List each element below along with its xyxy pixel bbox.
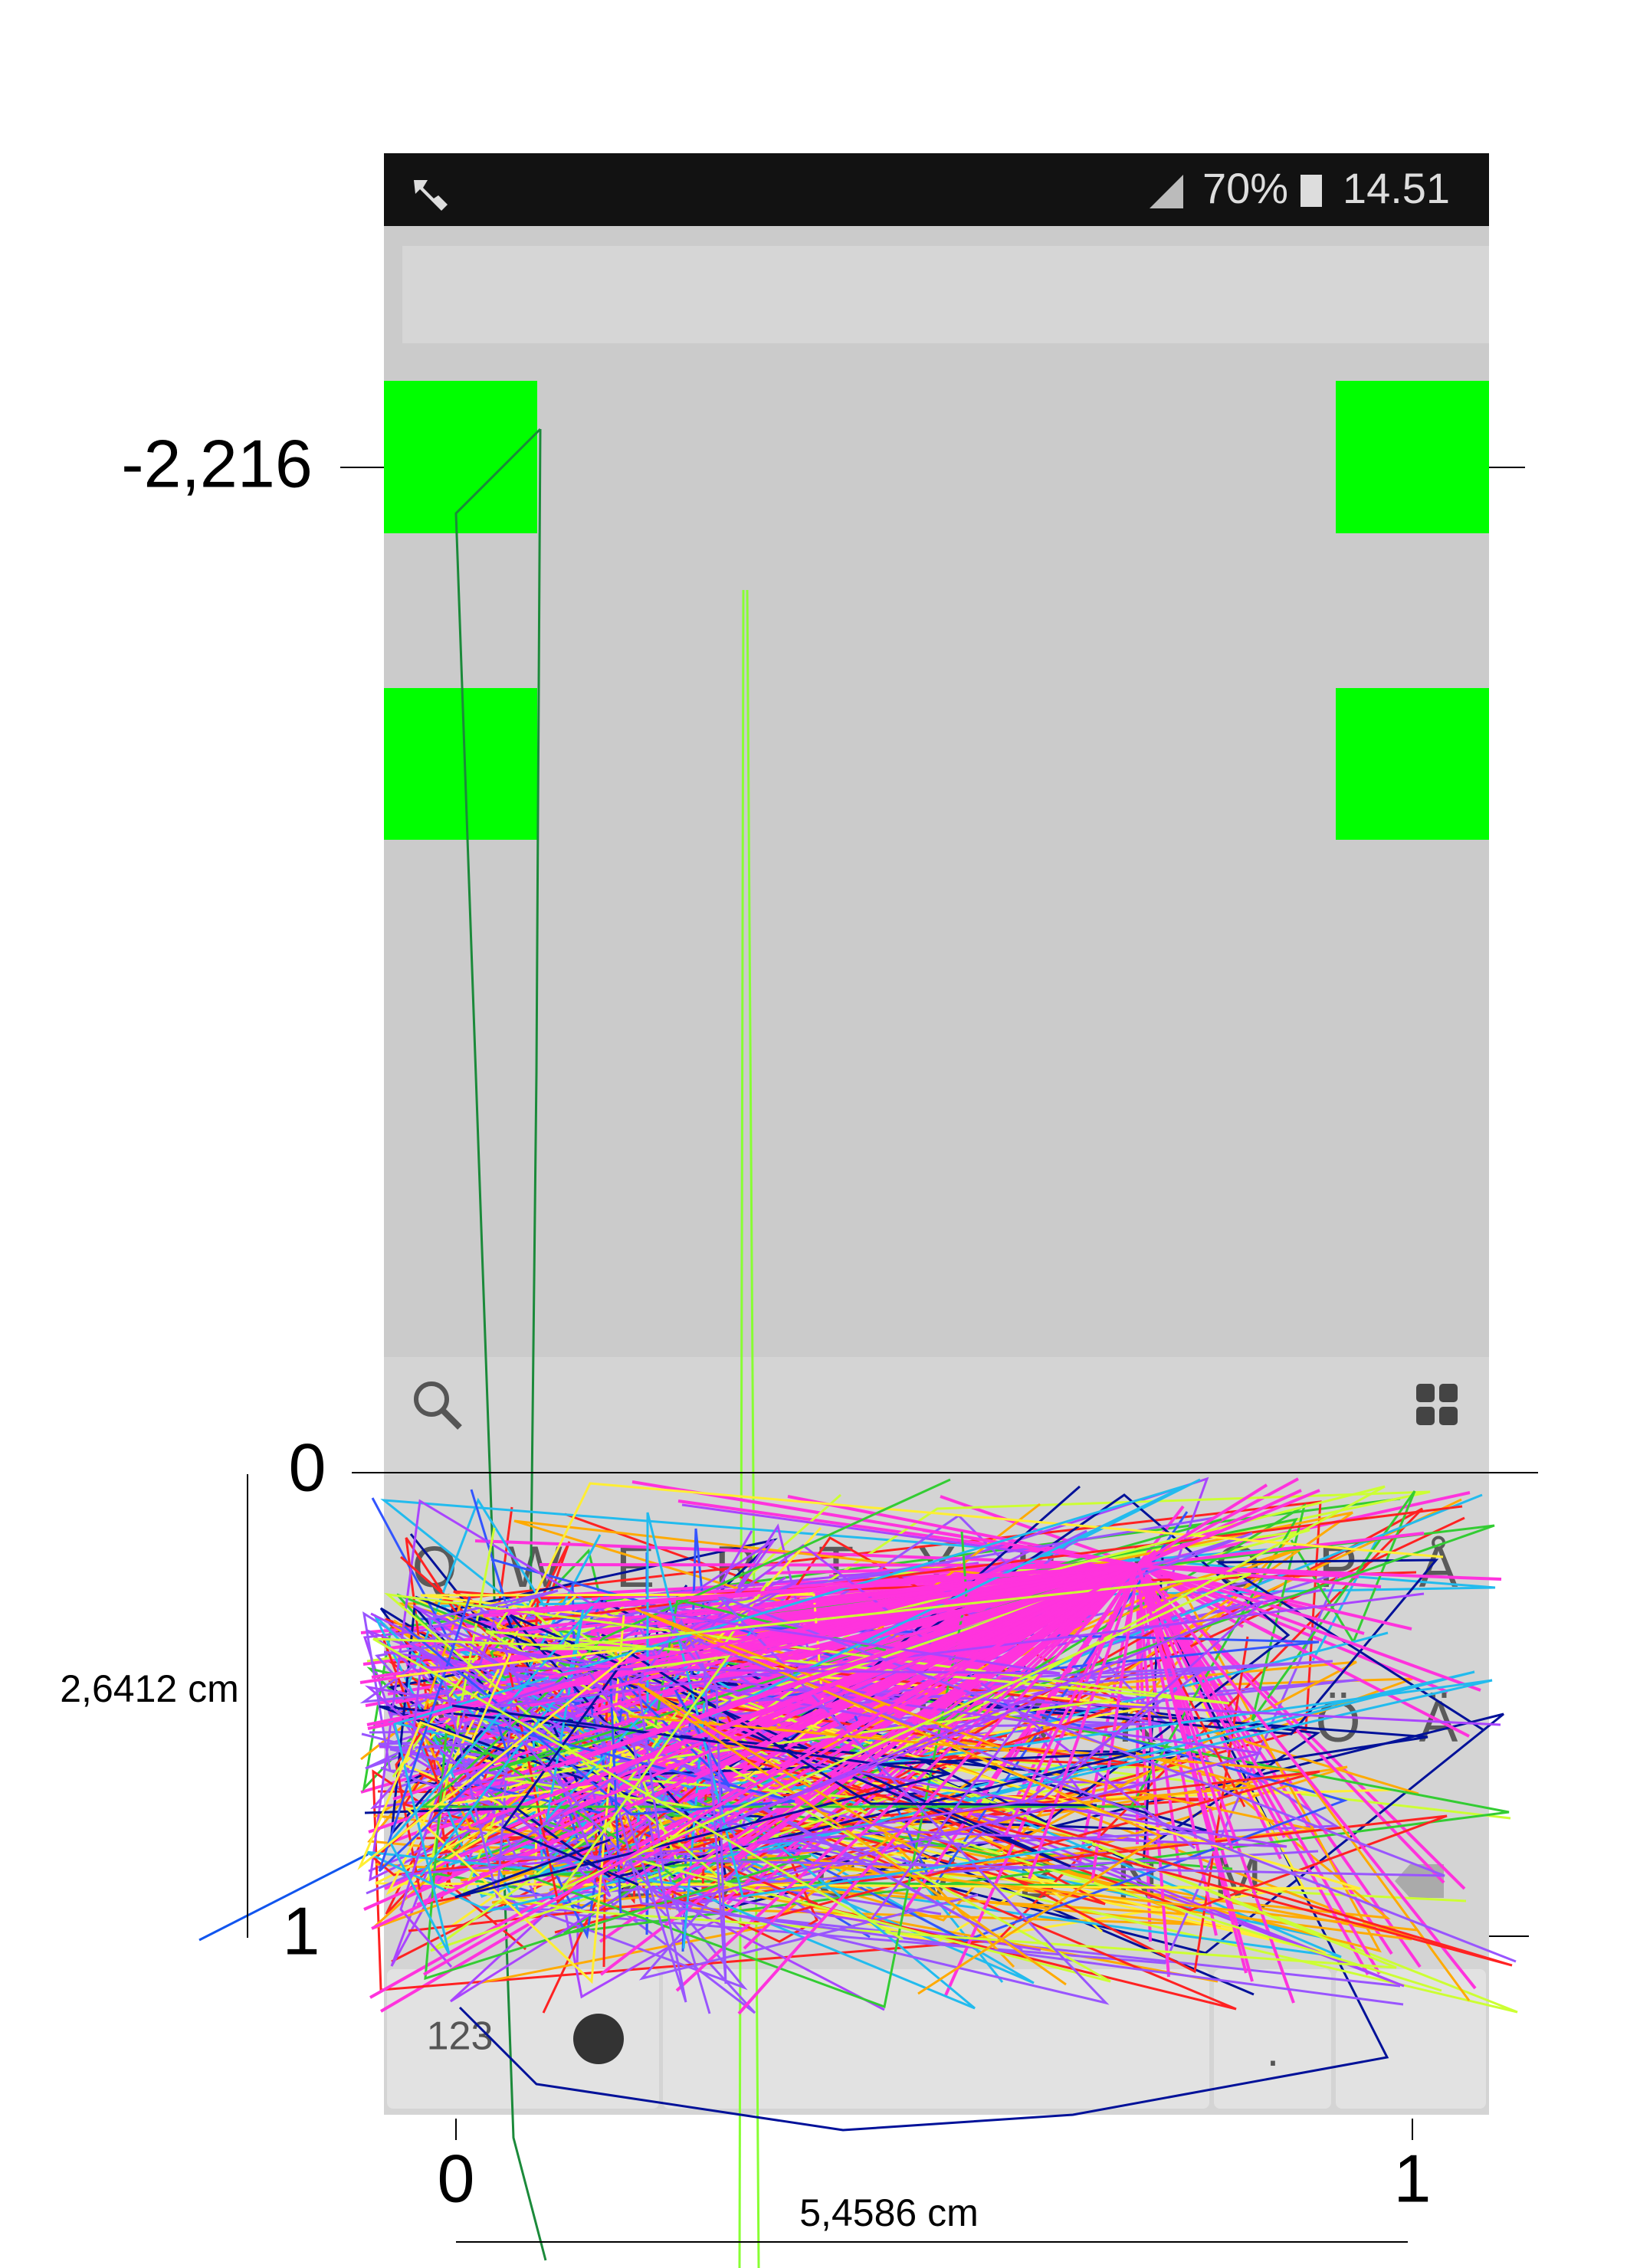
touch-trace [379, 1595, 1071, 1868]
app-background [384, 153, 1489, 1357]
key-numbers[interactable] [387, 1969, 659, 2109]
touch-trace [419, 1478, 1146, 1808]
touch-trace [582, 1558, 1484, 1735]
touch-trace [719, 1600, 1264, 1920]
battery-percent: 70% [1202, 164, 1288, 212]
touch-trace [423, 1483, 1268, 1976]
touch-trace [389, 1484, 1186, 1955]
target-box[interactable] [384, 688, 537, 840]
touch-trace [372, 1572, 1251, 1941]
search-icon[interactable] [414, 1381, 449, 1417]
touch-trace [384, 1592, 1230, 1983]
touch-trace [435, 1500, 1322, 1934]
axis-label: -2,216 [121, 425, 313, 501]
axis-label: 1 [283, 1893, 320, 1968]
search-field[interactable] [402, 246, 1489, 343]
touch-trace [563, 1564, 1140, 1847]
touch-trace [380, 1766, 1319, 1991]
touch-trace [428, 1589, 1023, 1952]
touch-trace [392, 1595, 687, 1778]
scale-label: 2,6412 cm [60, 1667, 238, 1710]
touch-trace [357, 1646, 642, 1870]
target-box[interactable] [1336, 381, 1489, 533]
touch-trace [513, 1519, 1419, 1953]
axis-label: 0 [438, 2140, 475, 2216]
touch-trace [426, 1485, 1397, 1969]
status-bar [384, 153, 1489, 226]
touch-trace [419, 1580, 913, 1788]
touch-trace [367, 1564, 1139, 1730]
touch-traces [198, 428, 1518, 2268]
touch-trace [488, 1564, 1139, 1798]
touch-trace [637, 1682, 1067, 1986]
axis-label: 0 [289, 1429, 326, 1505]
touch-trace [385, 1482, 1444, 1896]
target-box[interactable] [384, 381, 537, 533]
touch-trace [1135, 1563, 1360, 1681]
grid-icon[interactable] [1416, 1384, 1458, 1425]
touch-trace [409, 1608, 1061, 1757]
wrench-icon [414, 180, 448, 211]
touch-trace [372, 1507, 1424, 1991]
touch-trace [486, 1592, 1425, 1717]
key-label: 123 [427, 2014, 494, 2059]
signal-icon [1150, 175, 1183, 208]
backspace-icon[interactable] [1395, 1864, 1444, 1898]
scale-label: 5,4586 cm [799, 2191, 978, 2234]
target-box[interactable] [1336, 688, 1489, 840]
axis-label: 1 [1394, 2140, 1432, 2216]
touch-trace [405, 1614, 625, 1984]
key-label: . [1267, 2024, 1280, 2076]
touch-trace [378, 1596, 795, 1873]
space-key[interactable] [663, 1969, 1209, 2109]
touch-trace [364, 1619, 1287, 1968]
touch-trace [365, 1679, 1493, 2010]
touch-trace [608, 1564, 1140, 2015]
enter-key[interactable] [1336, 1969, 1486, 2109]
search-icon [440, 1408, 462, 1430]
touch-trace [364, 1745, 1137, 1880]
clock: 14.51 [1343, 164, 1450, 212]
emoji-key[interactable] [573, 2014, 624, 2064]
battery-icon [1301, 175, 1322, 207]
touch-trace [451, 1704, 950, 1899]
touch-trace [682, 1673, 739, 1949]
touch-trace [631, 1608, 1163, 1995]
